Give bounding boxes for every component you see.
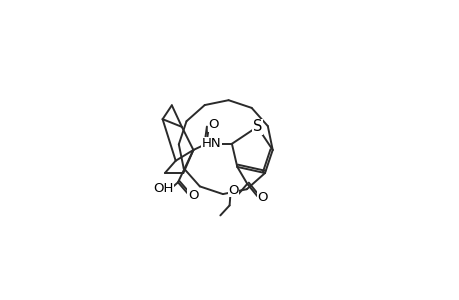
Text: HN: HN [201, 137, 220, 150]
Text: S: S [252, 119, 262, 134]
Text: OH: OH [153, 182, 173, 195]
Text: O: O [208, 118, 218, 131]
Text: O: O [188, 189, 198, 202]
Text: O: O [257, 191, 268, 204]
Text: O: O [228, 184, 238, 196]
